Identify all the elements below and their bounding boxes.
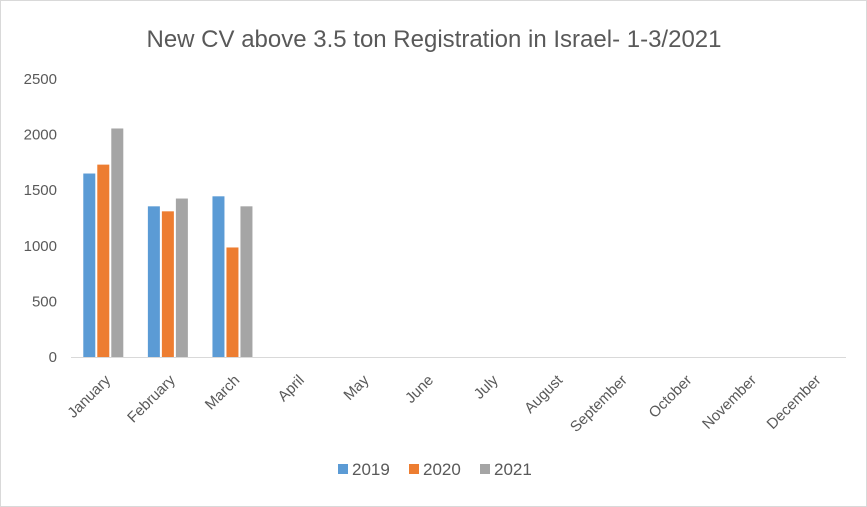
y-tick-label: 2500 [24,71,57,88]
bar-2020-january [97,164,110,357]
x-tick-label: December [764,372,825,433]
x-tick-label: November [699,372,760,433]
legend-label: 2021 [494,460,532,479]
y-tick-label: 1500 [24,182,57,199]
y-tick-label: 0 [49,349,57,366]
x-axis: January February March April May June July Augu… [64,357,846,436]
x-tick-label: January [64,371,114,421]
bar-2021-march [240,206,253,357]
bar-2021-january [111,128,124,357]
bar-2019-february [147,206,160,357]
bar-2019-january [83,173,96,357]
x-tick-label: October [646,372,696,422]
x-tick-label: September [567,372,631,436]
bar-2019-march [212,196,225,357]
y-tick-label: 500 [32,293,57,310]
legend: 2019 2020 2021 [338,460,532,479]
legend-swatch-2021 [480,464,490,474]
y-tick-label: 2000 [24,127,57,144]
y-axis: 0 500 1000 1500 2000 2500 [24,71,57,366]
chart-title: New CV above 3.5 ton Registration in Isr… [147,26,722,53]
x-tick-label: March [202,372,243,413]
x-tick-label: May [340,371,372,403]
x-tick-label: July [471,371,502,402]
y-tick-label: 1000 [24,238,57,255]
bars [83,128,253,357]
bar-2021-february [175,198,188,357]
x-tick-label: April [275,372,308,405]
bar-2020-march [226,247,239,357]
legend-label: 2020 [423,460,461,479]
legend-label: 2019 [352,460,390,479]
x-tick-label: February [124,371,179,426]
bar-2020-february [161,211,174,357]
legend-swatch-2020 [409,464,419,474]
x-tick-label: August [521,371,567,417]
x-tick-label: June [402,372,437,407]
legend-swatch-2019 [338,464,348,474]
